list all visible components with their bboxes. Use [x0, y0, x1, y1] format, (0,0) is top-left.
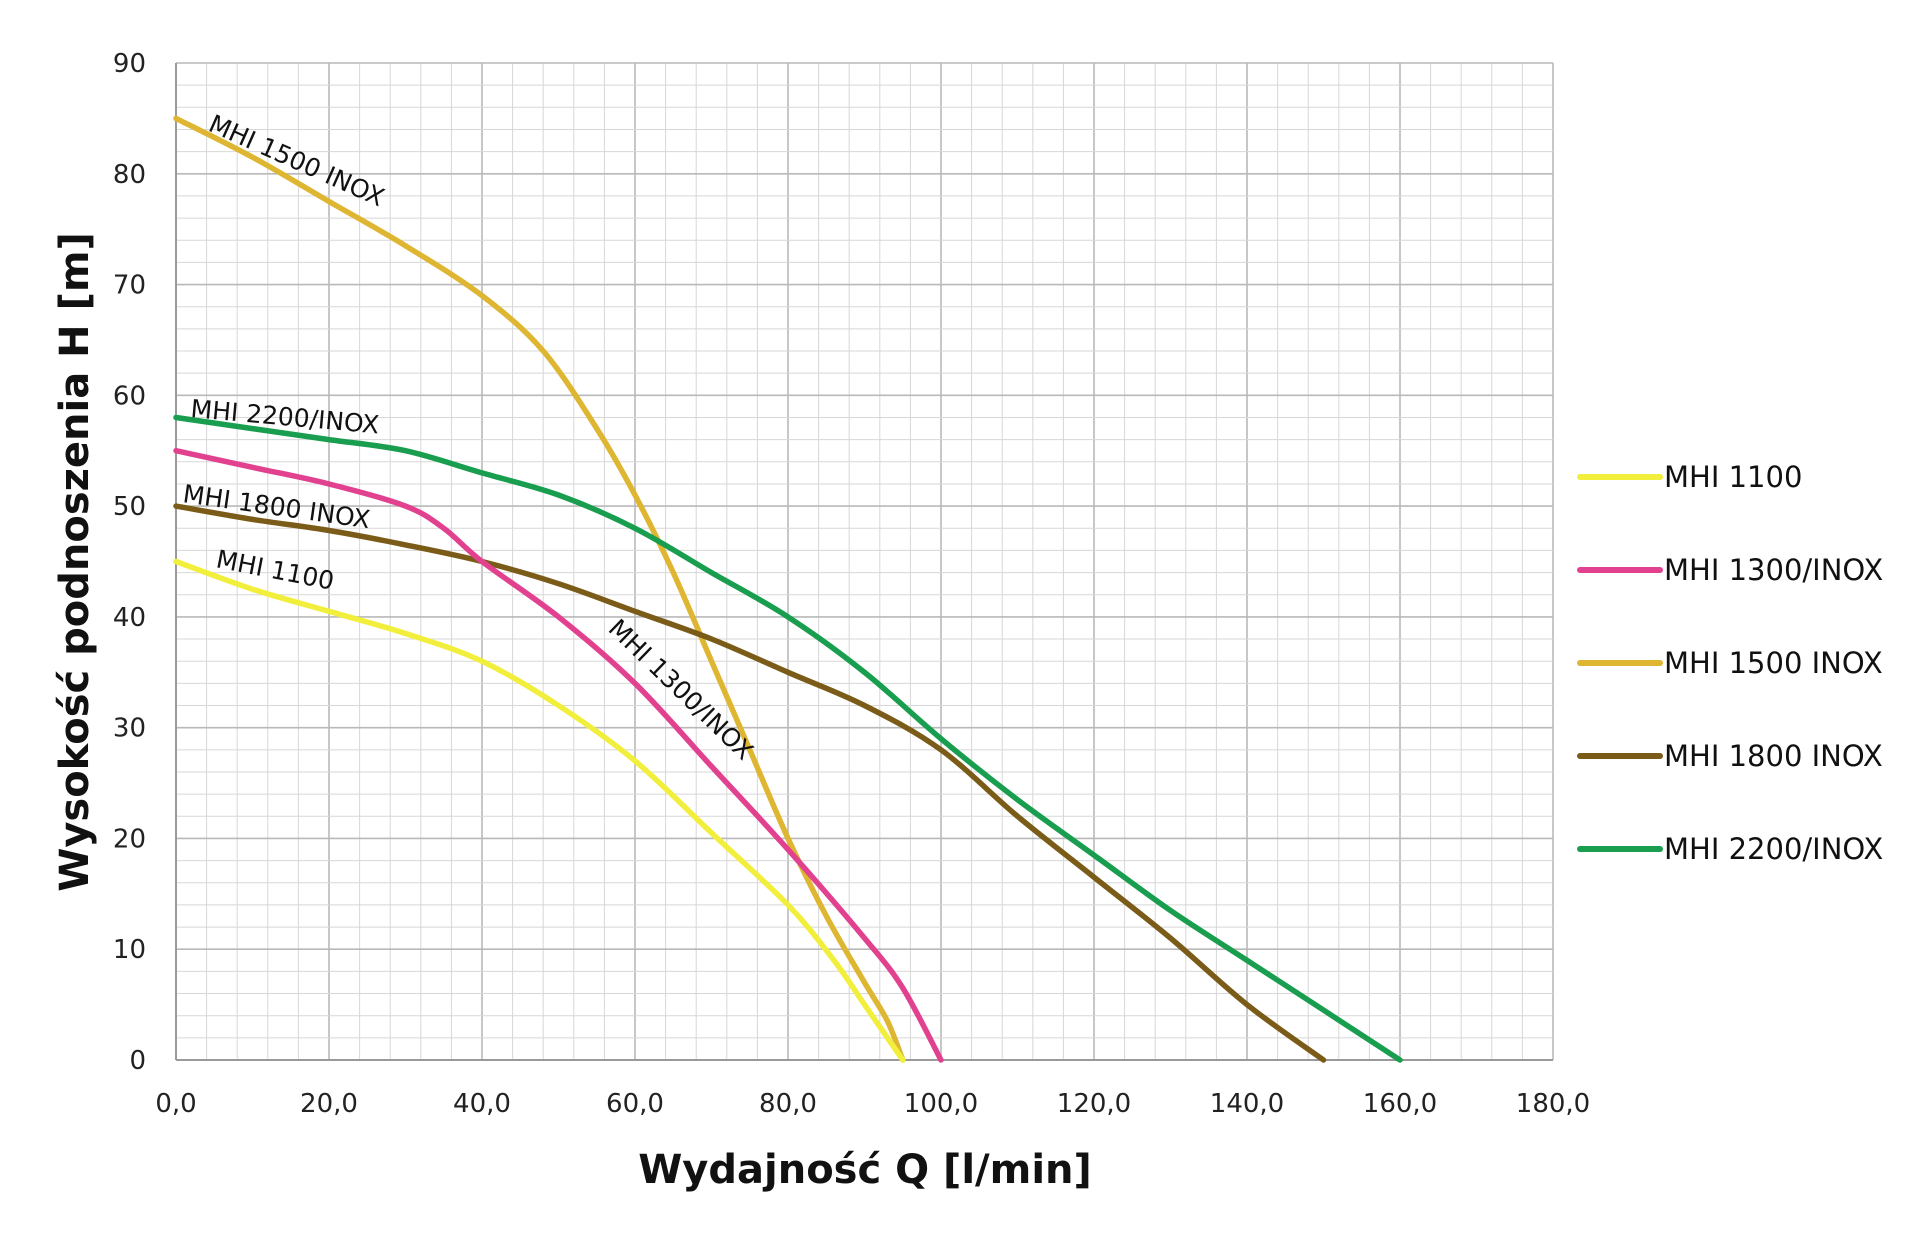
legend-item-mhi-1800-inox: MHI 1800 INOX — [1577, 739, 1883, 773]
x-tick-label: 100,0 — [904, 1089, 978, 1119]
x-tick-label: 0,0 — [155, 1089, 196, 1119]
y-tick-label: 0 — [129, 1046, 146, 1076]
series-line-mhi-1300-inox — [173, 447, 944, 1063]
x-tick-label: 60,0 — [606, 1089, 664, 1119]
x-tick-label: 80,0 — [759, 1089, 817, 1119]
axes: 0,0 20,0 40,0 60,0 80,0 100,0 120,0 140,0 160,0 1… — [113, 49, 1590, 1119]
curve-label-mhi-1300-inox: MHI 1300/INOX — [603, 613, 759, 765]
curve-label-mhi-1100: MHI 1100 — [214, 544, 337, 595]
x-tick-label: 180,0 — [1516, 1089, 1590, 1119]
x-tick-label: 120,0 — [1057, 1089, 1131, 1119]
legend-item-mhi-1100: MHI 1100 — [1577, 460, 1802, 494]
y-axis-title: Wysokość podnoszenia H [m] — [52, 232, 98, 892]
x-tick-label: 140,0 — [1210, 1089, 1284, 1119]
legend-label: MHI 2200/INOX — [1664, 832, 1883, 866]
x-tick-label: 40,0 — [453, 1089, 511, 1119]
legend-label: MHI 1500 INOX — [1664, 646, 1883, 680]
legend: MHI 1100 MHI 1300/INOX MHI 1500 INOX MHI 18… — [1577, 460, 1883, 866]
legend-label: MHI 1100 — [1664, 460, 1802, 494]
y-tick-label: 20 — [113, 824, 146, 854]
y-tick-label: 40 — [113, 603, 146, 633]
legend-label: MHI 1800 INOX — [1664, 739, 1883, 773]
y-tick-label: 90 — [113, 49, 146, 79]
y-tick-label: 50 — [113, 492, 146, 522]
y-tick-label: 10 — [113, 935, 146, 965]
legend-item-mhi-2200-inox: MHI 2200/INOX — [1577, 832, 1883, 866]
legend-label: MHI 1300/INOX — [1664, 553, 1883, 587]
y-tick-label: 80 — [113, 160, 146, 190]
x-tick-label: 160,0 — [1363, 1089, 1437, 1119]
x-axis-title: Wydajność Q [l/min] — [638, 1147, 1092, 1193]
series-line-mhi-1500-inox — [173, 115, 906, 1063]
legend-item-mhi-1500-inox: MHI 1500 INOX — [1577, 646, 1883, 680]
grid — [175, 62, 1554, 1061]
series-line-mhi-1800-inox — [173, 503, 1327, 1063]
series-line-mhi-2200-inox — [173, 414, 1403, 1063]
y-tick-label: 60 — [113, 381, 146, 411]
curve-label-mhi-1500-inox: MHI 1500 INOX — [205, 109, 389, 212]
series-lines — [173, 115, 1403, 1063]
legend-item-mhi-1300-inox: MHI 1300/INOX — [1577, 553, 1883, 587]
x-tick-label: 20,0 — [300, 1089, 358, 1119]
y-tick-label: 30 — [113, 714, 146, 744]
y-tick-label: 70 — [113, 271, 146, 301]
series-line-mhi-1100 — [173, 558, 906, 1063]
